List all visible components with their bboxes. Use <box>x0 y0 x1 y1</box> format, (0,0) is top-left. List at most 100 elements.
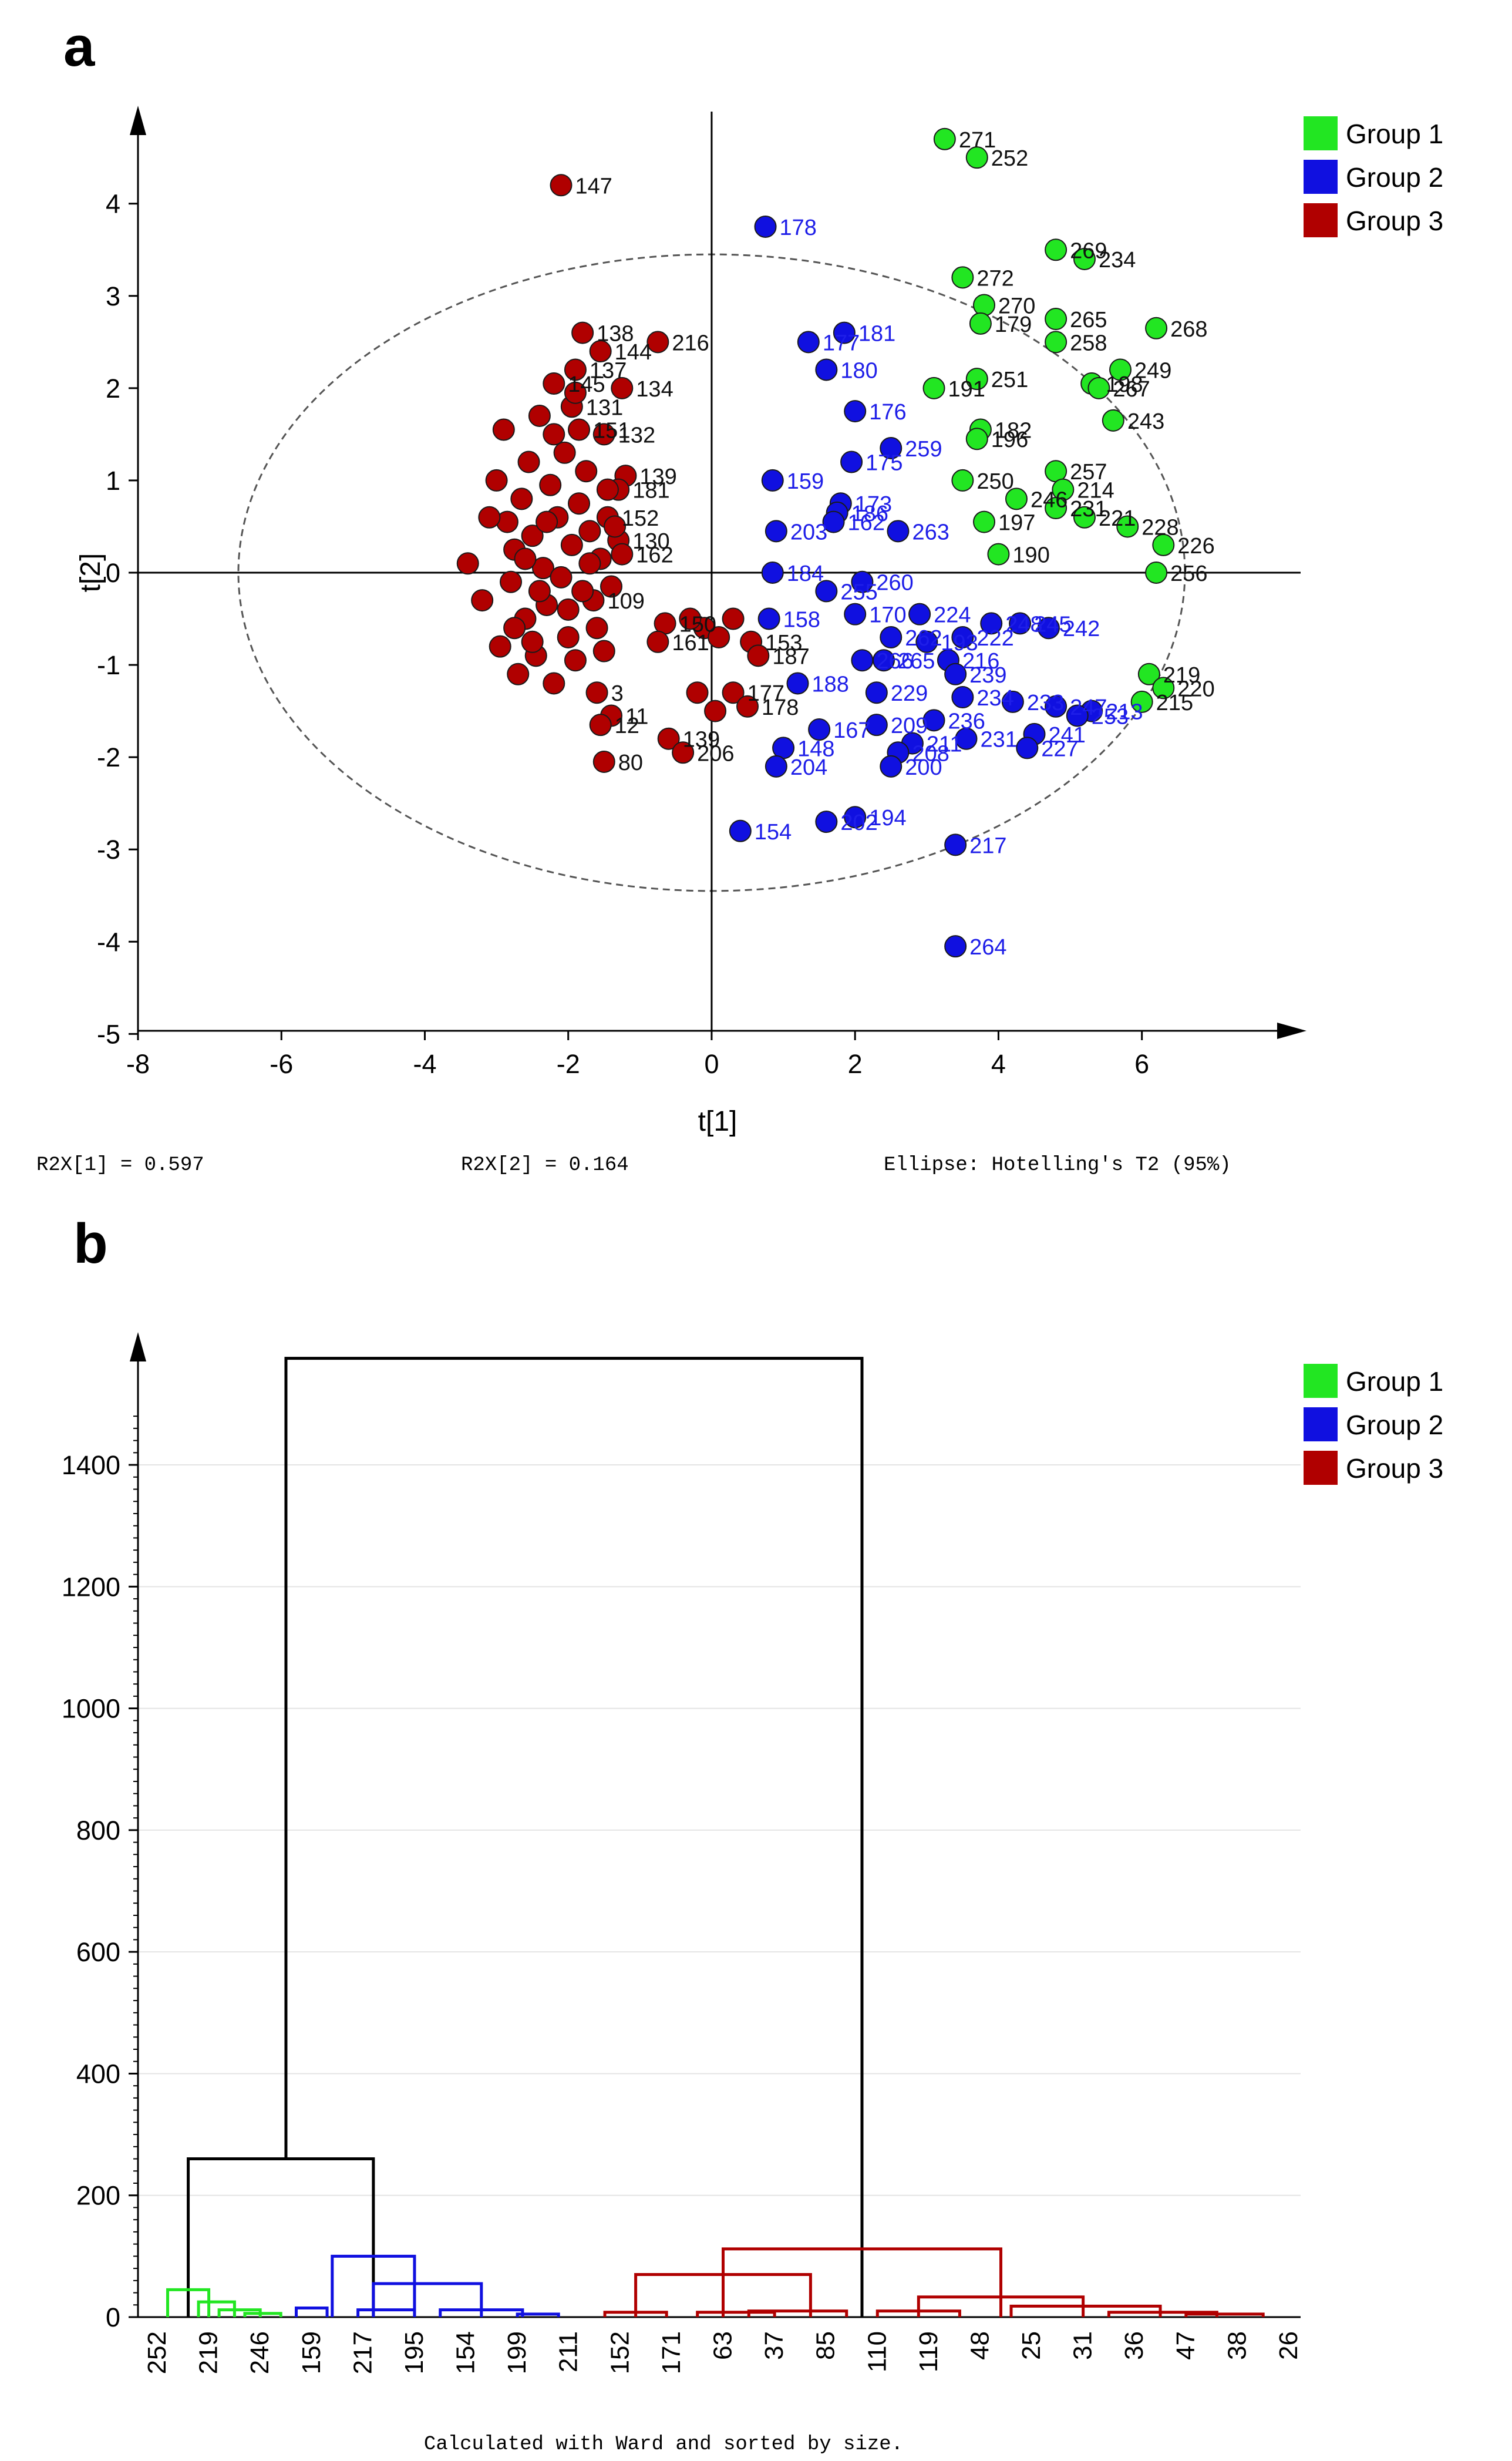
scatter-x-tick-label: 6 <box>1134 1049 1149 1079</box>
scatter-point-label: 265 <box>898 649 935 674</box>
dendrogram-y-tick-label: 0 <box>106 2302 120 2332</box>
scatter-point-label: 242 <box>1063 617 1100 641</box>
scatter-point-label: 187 <box>772 644 809 669</box>
scatter-point-label: 184 <box>787 562 824 586</box>
scatter-point-label: 139 <box>639 465 676 489</box>
scatter-point-label: 220 <box>1177 677 1214 701</box>
scatter-point-label: 178 <box>780 216 817 240</box>
scatter-point-group-3 <box>564 649 587 672</box>
scatter-y-tick-label: -3 <box>97 835 120 865</box>
scatter-point-group-3 <box>510 488 533 510</box>
scatter-point-label: 222 <box>976 626 1013 651</box>
scatter-point-label: 162 <box>636 543 673 568</box>
scatter-point-group-3 <box>514 547 537 570</box>
scatter-point-label: 150 <box>679 612 716 637</box>
scatter-point-group-3 <box>575 460 598 483</box>
scatter-point-label: 204 <box>790 755 827 780</box>
scatter-point-group-3 <box>686 681 709 704</box>
scatter-point-label: 167 <box>833 718 870 743</box>
scatter-point-group-2 <box>840 450 863 473</box>
scatter-point-label: 221 <box>1099 506 1136 531</box>
dendrogram-leaf-label: 199 <box>503 2331 531 2374</box>
scatter-point-group-3 <box>492 418 515 441</box>
dendrogram-branch-group3 <box>696 2311 776 2317</box>
scatter-point-label: 231 <box>1070 497 1107 522</box>
dendrogram-branch-group3 <box>603 2311 668 2317</box>
scatter-point-group-3 <box>646 630 669 653</box>
scatter-point-group-3 <box>657 727 680 750</box>
scatter-point-group-3 <box>589 714 612 737</box>
scatter-point-group-3 <box>557 626 580 648</box>
scatter-point-group-2 <box>765 520 787 543</box>
scatter-point-label: 243 <box>1127 409 1164 434</box>
scatter-point-group-1 <box>951 469 974 492</box>
scatter-point-group-3 <box>478 506 501 529</box>
dendrogram-branch-group2 <box>372 2282 483 2317</box>
scatter-point-label: 176 <box>869 400 906 425</box>
scatter-point-label: 219 <box>1163 663 1200 688</box>
scatter-point-label: 170 <box>869 603 906 628</box>
dendrogram-leaf-label: 119 <box>914 2331 943 2372</box>
scatter-point-label: 269 <box>1070 238 1107 263</box>
scatter-point-group-3 <box>578 552 601 575</box>
scatter-point-group-1 <box>969 312 992 335</box>
scatter-point-label: 203 <box>790 520 827 544</box>
dendrogram-branch-group3 <box>722 2247 1002 2317</box>
scatter-point-label: 213 <box>1106 700 1143 725</box>
scatter-y-axis-arrow <box>130 106 146 135</box>
scatter-point-group-1 <box>1073 247 1096 270</box>
scatter-point-group-2 <box>955 727 978 750</box>
scatter-point-group-2 <box>887 520 910 543</box>
scatter-point-label: 194 <box>869 806 906 831</box>
scatter-y-tick-label: 1 <box>106 466 120 496</box>
scatter-point-label: 231 <box>980 728 1017 752</box>
scatter-point-label: 159 <box>787 469 824 494</box>
dendrogram-branch-group1 <box>243 2312 282 2317</box>
scatter-x-axis-arrow <box>1277 1023 1306 1039</box>
scatter-point-group-2 <box>844 806 867 829</box>
scatter-point-group-3 <box>592 423 615 446</box>
legend-swatch-group-1 <box>1304 1364 1338 1398</box>
scatter-point-group-2 <box>980 612 1003 635</box>
scatter-point-group-3 <box>592 640 615 663</box>
scatter-point-label: 193 <box>941 631 978 655</box>
scatter-point-group-3 <box>536 510 558 533</box>
scatter-point-group-3 <box>517 450 540 473</box>
scatter-point-group-3 <box>596 478 619 501</box>
scatter-point-label: 177 <box>823 331 860 355</box>
scatter-y-tick-label: -2 <box>97 742 120 772</box>
scatter-point-label: 270 <box>998 294 1035 318</box>
scatter-point-label: 181 <box>632 479 669 503</box>
scatter-point-group-3 <box>456 552 479 575</box>
scatter-point-group-1 <box>1005 488 1028 510</box>
scatter-point-label: 109 <box>607 589 644 614</box>
scatter-point-label: 228 <box>1141 515 1178 540</box>
dendrogram-y-tick-label: 200 <box>76 2181 120 2211</box>
scatter-point-group-3 <box>722 681 745 704</box>
scatter-point-group-1 <box>973 294 996 317</box>
scatter-point-group-1 <box>1116 515 1139 538</box>
scatter-point-label: 148 <box>797 737 834 761</box>
scatter-point-label: 179 <box>995 312 1032 337</box>
legend-label-group-1: Group 1 <box>1346 1366 1443 1397</box>
scatter-point-group-2 <box>786 672 809 695</box>
scatter-point-label: 137 <box>590 358 627 383</box>
scatter-point-group-1 <box>965 368 988 391</box>
scatter-point-label: 226 <box>1177 534 1214 559</box>
scatter-point-group-2 <box>922 709 945 732</box>
scatter-point-group-2 <box>1045 695 1068 718</box>
scatter-point-label: 215 <box>1156 691 1193 715</box>
dendrogram-branch-group2 <box>356 2308 416 2317</box>
dendrogram-leaf-label: 47 <box>1171 2331 1200 2360</box>
dendrogram-branch-group1 <box>166 2288 211 2317</box>
scatter-point-group-2 <box>951 686 974 709</box>
scatter-point-group-2 <box>951 626 974 648</box>
scatter-point-group-3 <box>503 617 526 640</box>
scatter-point-label: 132 <box>618 423 655 448</box>
scatter-y-tick-label: 2 <box>106 374 120 404</box>
scatter-x-tick-label: -4 <box>413 1049 436 1079</box>
scatter-point-group-3 <box>543 372 565 395</box>
